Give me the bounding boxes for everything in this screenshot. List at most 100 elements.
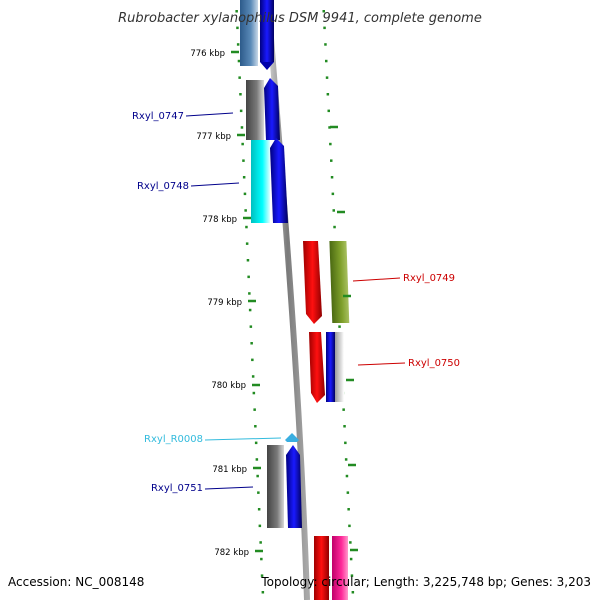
cog-bar-rxyl-0750 (335, 332, 344, 402)
minor-tick-right (330, 176, 334, 179)
minor-tick-right (331, 192, 335, 196)
minor-tick-left (261, 591, 265, 594)
minor-tick-left (260, 557, 263, 561)
map-title: Rubrobacter xylanophilus DSM 9941, compl… (118, 11, 482, 26)
minor-tick-left (236, 43, 240, 46)
minor-tick-left (243, 192, 247, 196)
minor-tick-left (247, 275, 250, 279)
kbp-major-dashes (231, 50, 358, 553)
strand-arrowhead-partial-top (260, 62, 274, 70)
gene-label-rxyl-0748[interactable]: Rxyl_0748 (137, 181, 189, 192)
minor-tick-left (244, 209, 247, 212)
minor-tick-left (249, 325, 253, 328)
minor-tick-right (330, 159, 333, 162)
minor-tick-left (242, 176, 246, 179)
minor-tick-left (252, 391, 256, 395)
kbp-label: 778 kbp (202, 215, 237, 225)
minor-tick-right (343, 425, 346, 428)
cog-bar-rxyl-0751 (267, 445, 284, 528)
gene-rxyl-0750[interactable] (309, 332, 344, 403)
gene-labels: Rxyl_0747 Rxyl_0748 Rxyl_0749 Rxyl_0750 … (132, 111, 460, 494)
cog-bar-rxyl-0747 (246, 80, 264, 140)
strand-bar-rxyl-0750 (326, 332, 335, 402)
minor-tick-left (257, 508, 261, 511)
minor-tick-right (342, 408, 345, 411)
gene-label-rxyl-0751[interactable]: Rxyl_0751 (151, 483, 203, 494)
gene-rxyl-0747[interactable] (246, 78, 280, 140)
strand-arrow-rxyl-0750 (309, 332, 325, 403)
minor-tick-left (257, 491, 260, 494)
cog-bar-rxyl-0748 (251, 140, 270, 223)
minor-tick-left (238, 76, 241, 79)
gene-rxyl-0749[interactable] (303, 241, 350, 324)
minor-tick-left (253, 408, 256, 411)
minor-tick-left (250, 342, 253, 345)
minor-tick-left (245, 225, 248, 229)
gene-label-rxyl-0749[interactable]: Rxyl_0749 (403, 273, 455, 284)
gene-label-rxyl-0750[interactable]: Rxyl_0750 (408, 358, 460, 369)
strand-arrow-rxyl-0748 (270, 138, 288, 223)
minor-tick-right (347, 508, 350, 511)
genome-backbone (265, 0, 310, 600)
minor-tick-right (349, 557, 353, 561)
minor-tick-right (350, 574, 354, 577)
gene-partial-top (240, 0, 274, 70)
minor-tick-left (239, 109, 243, 113)
minor-tick-right (351, 591, 355, 594)
cog-bar-partial-bottom (332, 536, 348, 600)
minor-tick-left (235, 10, 238, 13)
gene-rxyl-r0008[interactable] (285, 433, 299, 442)
kbp-label: 776 kbp (190, 49, 225, 59)
leader-line-rxyl-0751 (204, 486, 254, 490)
leader-line-rxyl-0750 (357, 362, 406, 366)
gene-label-rxyl-r0008[interactable]: Rxyl_R0008 (144, 434, 203, 445)
minor-tick-right (326, 93, 330, 96)
minor-tick-left (240, 126, 244, 129)
minor-tick-left (236, 26, 239, 30)
leader-line-rxyl-0747 (185, 112, 234, 117)
leader-line-rxyl-0748 (190, 182, 240, 187)
trna-arrow-rxyl-r0008 (285, 433, 299, 442)
minor-tick-right (346, 491, 350, 494)
kbp-label: 780 kbp (211, 381, 246, 391)
strand-arrow-rxyl-0747 (264, 78, 280, 140)
kbp-label: 781 kbp (212, 465, 247, 475)
minor-tick-right (324, 43, 327, 46)
minor-tick-right (322, 10, 325, 13)
minor-tick-right (328, 126, 331, 129)
strand-bar-partial-bottom (314, 536, 329, 600)
leader-line-rxyl-0749 (352, 277, 401, 282)
minor-tick-left (246, 259, 250, 262)
minor-tick-right (348, 524, 351, 528)
kbp-label: 777 kbp (196, 132, 231, 142)
gene-partial-bottom (314, 536, 348, 600)
kbp-label: 779 kbp (207, 298, 242, 308)
minor-tick-left (239, 93, 242, 96)
minor-tick-left (260, 574, 264, 577)
minor-tick-left (259, 541, 262, 544)
minor-tick-right (329, 142, 332, 146)
minor-tick-left (256, 474, 259, 478)
minor-tick-right (345, 474, 349, 478)
strand-bar-partial-top (260, 0, 274, 62)
minor-tick-right (325, 59, 328, 63)
minor-tick-right (344, 458, 348, 461)
minor-tick-left (242, 159, 245, 162)
minor-tick-right (327, 109, 330, 113)
gene-rxyl-0748[interactable] (251, 138, 288, 223)
minor-tick-left (254, 441, 258, 445)
cog-bar-rxyl-0749 (329, 241, 350, 323)
minor-tick-left (237, 59, 241, 63)
gene-label-rxyl-0747[interactable]: Rxyl_0747 (132, 111, 184, 122)
minor-tick-right (332, 209, 335, 212)
minor-tick-right (323, 26, 326, 30)
kbp-label: 782 kbp (214, 548, 249, 558)
tick-track-left (235, 10, 265, 594)
minor-tick-right (333, 225, 336, 229)
minor-tick-right (349, 541, 352, 544)
kbp-labels: 776 kbp 777 kbp 778 kbp 779 kbp 780 kbp … (190, 49, 249, 558)
minor-tick-left (248, 292, 251, 295)
gene-rxyl-0751[interactable] (267, 445, 302, 528)
minor-tick-left (258, 524, 262, 528)
